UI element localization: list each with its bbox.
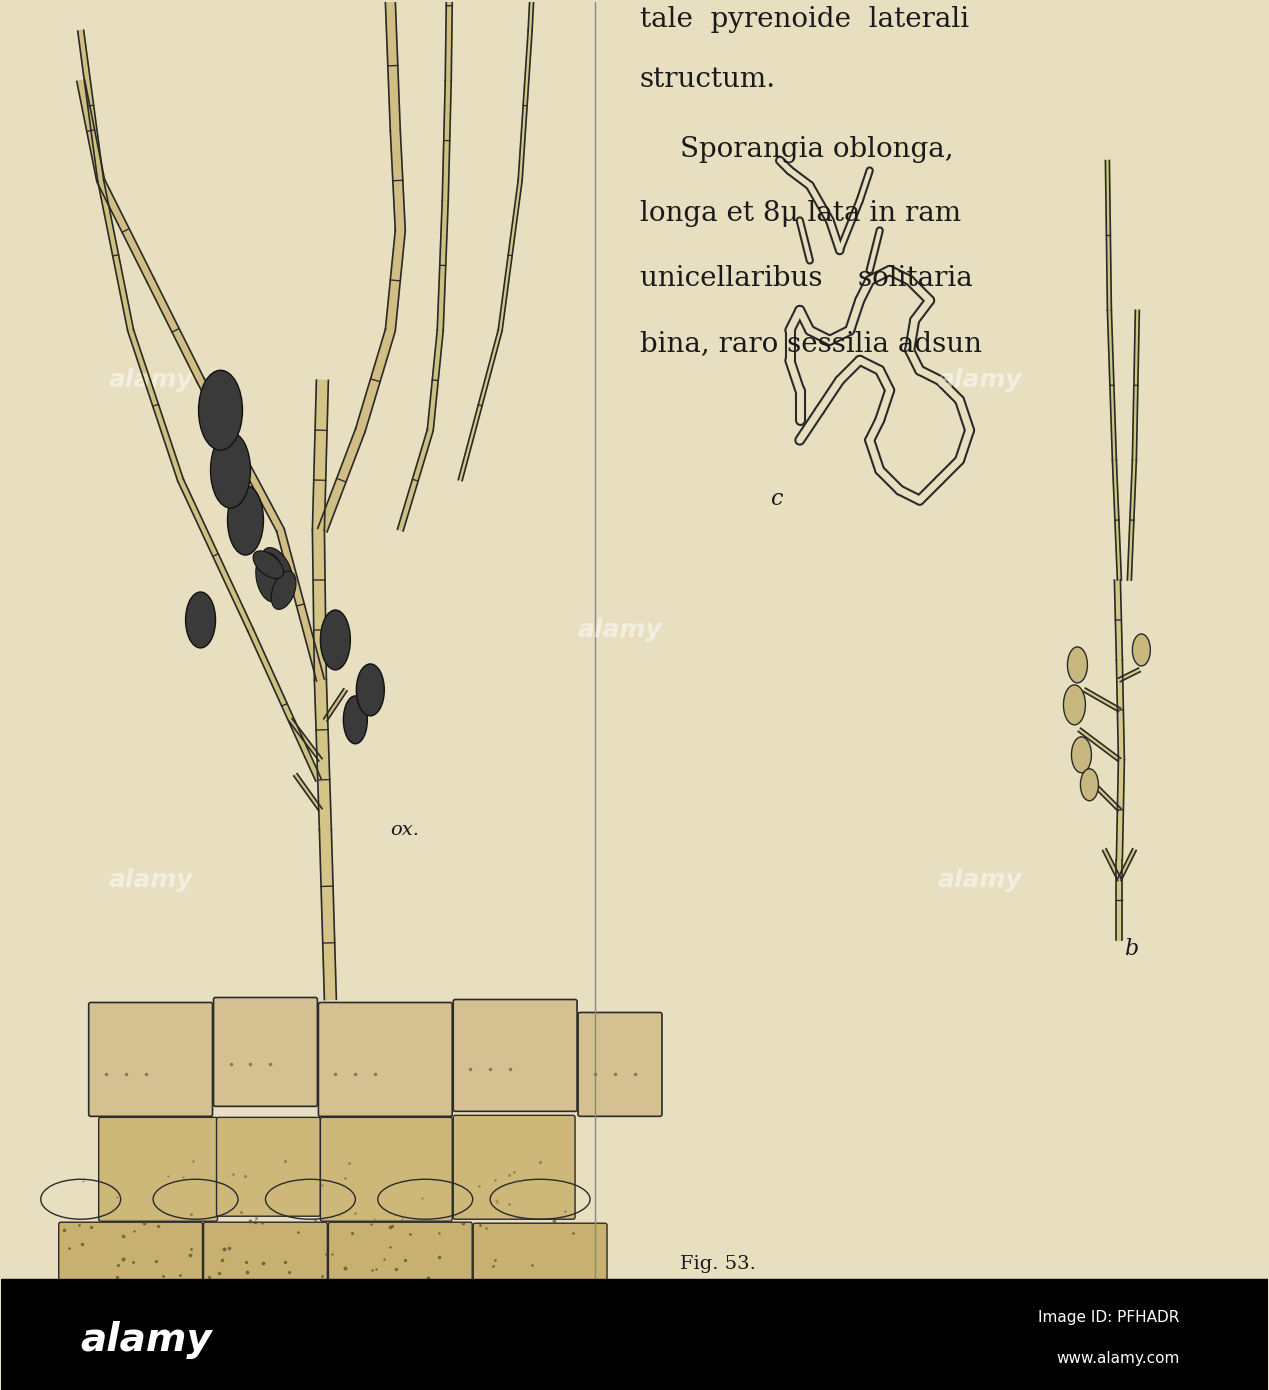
Ellipse shape [272, 571, 296, 609]
Polygon shape [77, 79, 104, 181]
FancyBboxPatch shape [320, 1118, 452, 1222]
Ellipse shape [1071, 737, 1091, 773]
FancyBboxPatch shape [319, 1002, 452, 1116]
Text: ox.: ox. [391, 820, 419, 838]
Polygon shape [391, 131, 405, 231]
Polygon shape [528, 0, 537, 31]
Ellipse shape [344, 696, 367, 744]
Polygon shape [518, 31, 532, 181]
Polygon shape [1118, 669, 1141, 681]
Text: longa et 8μ lata in ram: longa et 8μ lata in ram [640, 200, 961, 228]
FancyBboxPatch shape [217, 1118, 320, 1216]
Text: unicellaribus    solitaria: unicellaribus solitaria [640, 265, 973, 292]
Polygon shape [445, 0, 453, 81]
Polygon shape [386, 0, 400, 131]
Polygon shape [289, 719, 322, 760]
Polygon shape [312, 530, 326, 680]
Polygon shape [386, 229, 405, 331]
Text: alamy: alamy [577, 619, 662, 642]
Ellipse shape [253, 550, 283, 578]
Ellipse shape [211, 432, 250, 509]
Ellipse shape [185, 592, 216, 648]
Polygon shape [1105, 160, 1112, 310]
Text: bina, raro sessilia adsun: bina, raro sessilia adsun [640, 331, 982, 357]
Bar [1, 1279, 1268, 1390]
Polygon shape [1084, 688, 1121, 712]
Polygon shape [397, 430, 433, 531]
Polygon shape [324, 689, 346, 721]
Polygon shape [355, 329, 395, 432]
Text: www.alamy.com: www.alamy.com [1056, 1351, 1179, 1366]
Polygon shape [442, 81, 452, 200]
FancyBboxPatch shape [99, 1118, 217, 1222]
FancyBboxPatch shape [329, 1222, 472, 1311]
Text: Fig. 53.: Fig. 53. [680, 1255, 756, 1273]
FancyBboxPatch shape [473, 1223, 607, 1309]
Text: structum.: structum. [640, 65, 777, 93]
Ellipse shape [357, 664, 385, 716]
Polygon shape [1132, 310, 1140, 460]
FancyBboxPatch shape [58, 1222, 203, 1311]
Polygon shape [312, 379, 329, 530]
Polygon shape [178, 480, 254, 631]
Polygon shape [317, 428, 365, 532]
Polygon shape [1114, 580, 1122, 660]
Polygon shape [1108, 310, 1117, 460]
Text: alamy: alamy [938, 867, 1022, 891]
Polygon shape [438, 200, 448, 331]
Ellipse shape [320, 610, 350, 670]
Ellipse shape [256, 553, 284, 602]
Polygon shape [1127, 460, 1136, 580]
Polygon shape [147, 278, 204, 382]
FancyBboxPatch shape [579, 1012, 662, 1116]
Text: alamy: alamy [108, 867, 193, 891]
Polygon shape [428, 329, 443, 431]
Polygon shape [1117, 660, 1124, 760]
Polygon shape [98, 179, 154, 282]
Text: Sporangia oblonga,: Sporangia oblonga, [680, 136, 953, 163]
Polygon shape [1118, 849, 1136, 880]
Polygon shape [77, 31, 104, 181]
Polygon shape [247, 628, 321, 781]
Text: b: b [1124, 937, 1138, 959]
Ellipse shape [1080, 769, 1099, 801]
FancyBboxPatch shape [89, 1002, 212, 1116]
Ellipse shape [1067, 646, 1088, 682]
FancyBboxPatch shape [213, 998, 317, 1106]
Text: alamy: alamy [108, 368, 193, 392]
Polygon shape [128, 329, 184, 481]
Text: tale  pyrenoide  laterali: tale pyrenoide laterali [640, 6, 970, 33]
Polygon shape [98, 179, 133, 331]
Polygon shape [277, 530, 325, 681]
Ellipse shape [1063, 685, 1085, 724]
Ellipse shape [1132, 634, 1151, 666]
Polygon shape [315, 680, 331, 830]
Ellipse shape [261, 548, 292, 588]
Polygon shape [499, 181, 522, 331]
Text: alamy: alamy [81, 1320, 212, 1359]
Polygon shape [320, 830, 336, 999]
Polygon shape [1088, 778, 1121, 812]
Polygon shape [1103, 849, 1122, 880]
FancyBboxPatch shape [203, 1222, 327, 1307]
FancyBboxPatch shape [453, 999, 577, 1112]
FancyBboxPatch shape [453, 1115, 575, 1219]
Ellipse shape [198, 370, 242, 450]
Polygon shape [1079, 728, 1121, 762]
Polygon shape [458, 329, 503, 481]
Text: Image ID: PFHADR: Image ID: PFHADR [1038, 1311, 1179, 1326]
Text: c: c [770, 488, 782, 510]
Text: alamy: alamy [938, 368, 1022, 392]
Polygon shape [197, 378, 284, 532]
Ellipse shape [227, 485, 264, 555]
Polygon shape [1117, 760, 1124, 860]
Polygon shape [1117, 859, 1122, 940]
Polygon shape [294, 774, 322, 810]
Polygon shape [1113, 460, 1122, 580]
